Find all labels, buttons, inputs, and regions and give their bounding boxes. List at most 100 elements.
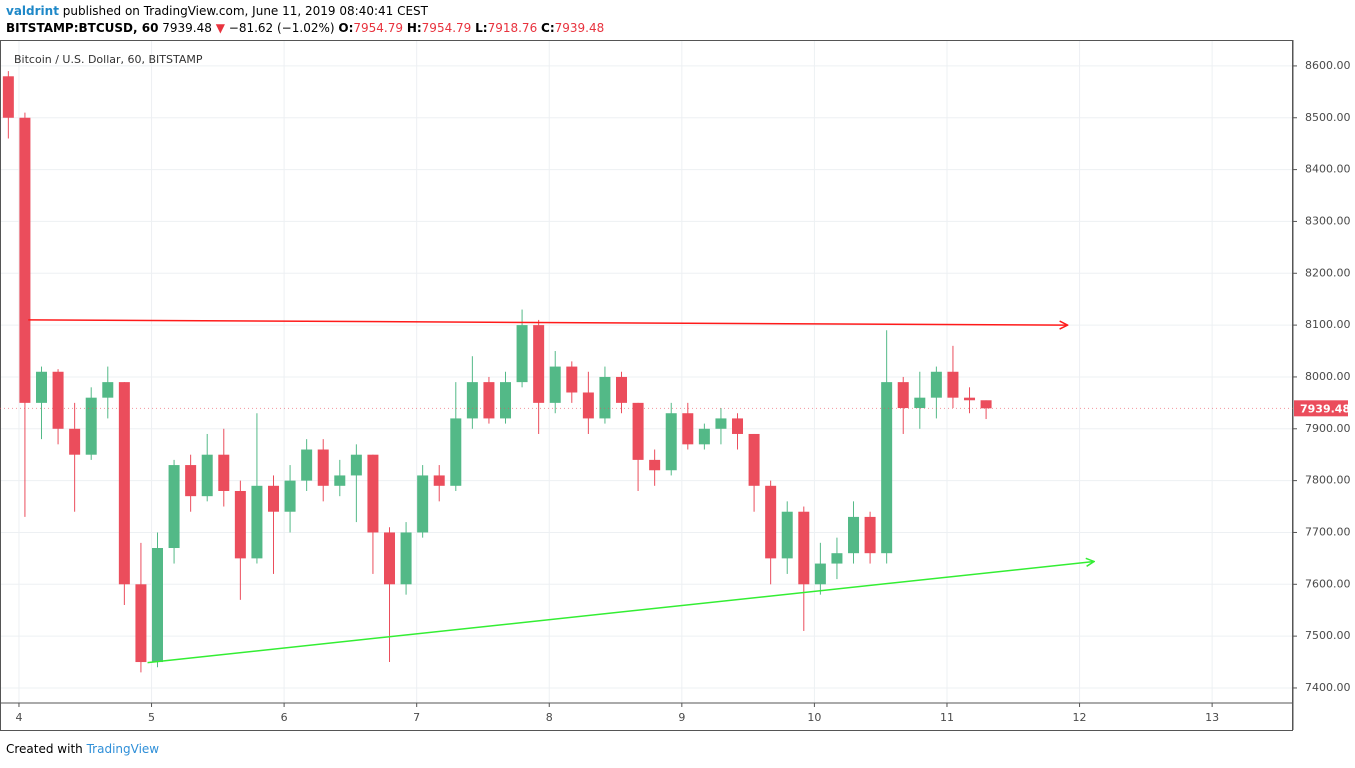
o-label: O: [338, 21, 354, 35]
l-label: L: [475, 21, 488, 35]
arrow: ▼ [215, 21, 225, 35]
candle-body [549, 366, 561, 403]
author[interactable]: valdrint [6, 4, 59, 18]
candle-body [599, 376, 611, 419]
candle-body [201, 454, 213, 497]
candle-body [930, 371, 942, 398]
candle-body [682, 413, 694, 445]
change: −81.62 (−1.02%) [228, 21, 335, 35]
y-tick-label: 7700.00 [1305, 525, 1351, 538]
c-label: C: [541, 21, 555, 35]
candle-body [85, 397, 97, 455]
y-tick-label: 7900.00 [1305, 422, 1351, 435]
candle-body [897, 382, 909, 409]
candle-body [367, 454, 379, 533]
chart: Bitcoin / U.S. Dollar, 60, BITSTAMP 7400… [0, 40, 1351, 731]
candle-body [616, 376, 628, 403]
o-value: 7954.79 [353, 21, 403, 35]
candle-body [748, 433, 760, 486]
candle-body [118, 382, 130, 585]
candle-body [168, 465, 180, 549]
candle-body [848, 516, 860, 554]
candle-body [798, 511, 810, 585]
candle-body [2, 76, 14, 118]
candle-body [301, 449, 313, 481]
y-tick-label: 8300.00 [1305, 214, 1351, 227]
y-tick-label: 7800.00 [1305, 474, 1351, 487]
h-label: H: [406, 21, 422, 35]
y-tick-label: 8500.00 [1305, 111, 1351, 124]
candle-body [251, 485, 263, 559]
candle-body [400, 532, 412, 585]
candle-body [19, 117, 31, 403]
x-tick-label: 8 [546, 711, 553, 724]
y-tick-label: 8100.00 [1305, 318, 1351, 331]
footer-text: Created with [6, 742, 83, 756]
x-tick-label: 13 [1205, 711, 1219, 724]
candle-body [698, 428, 710, 445]
last: 7939.48 [162, 21, 212, 35]
last-price-tag [1294, 400, 1348, 417]
candle-body [384, 532, 396, 585]
c-value: 7939.48 [554, 21, 605, 35]
candle-body [665, 413, 677, 471]
footer: Created with TradingView [6, 742, 159, 756]
candle-body [185, 465, 197, 497]
brand[interactable]: TradingView [86, 742, 160, 756]
y-tick-label: 8200.00 [1305, 266, 1351, 279]
y-tick-label: 7600.00 [1305, 577, 1351, 590]
candle-body [881, 382, 893, 554]
last-price-label: 7939.48 [1300, 402, 1350, 415]
legend: Bitcoin / U.S. Dollar, 60, BITSTAMP [14, 53, 203, 66]
candle-body [632, 402, 644, 460]
candle-body [69, 428, 81, 455]
candle-body [334, 475, 346, 486]
y-tick-label: 8600.00 [1305, 59, 1351, 72]
candle-body [450, 418, 462, 486]
candle-body [284, 480, 296, 512]
x-tick-label: 11 [940, 711, 954, 724]
candle-body [151, 548, 163, 663]
candle-body [649, 459, 661, 471]
y-tick-label: 7500.00 [1305, 629, 1351, 642]
candle-body [218, 454, 230, 491]
candle-body [964, 397, 976, 401]
candle-body [914, 397, 926, 409]
candle-body [268, 485, 280, 512]
trend-line [147, 561, 1095, 664]
candle-body [715, 418, 727, 429]
symbol: BITSTAMP:BTCUSD, 60 [6, 21, 159, 35]
candle-body [234, 490, 246, 559]
candle-body [135, 584, 147, 663]
x-tick-label: 10 [807, 711, 821, 724]
x-tick-label: 9 [678, 711, 685, 724]
published: published on TradingView.com, June 11, 2… [62, 4, 428, 18]
candle-body [350, 454, 362, 476]
candle-body [52, 371, 64, 429]
x-tick-label: 7 [413, 711, 420, 724]
candle-body [732, 418, 744, 434]
y-tick-label: 8000.00 [1305, 370, 1351, 383]
candle-body [566, 366, 578, 393]
candle-body [102, 382, 114, 398]
y-tick-label: 8400.00 [1305, 163, 1351, 176]
candle-body [980, 400, 992, 409]
candle-body [864, 516, 876, 554]
candle-body [516, 325, 528, 383]
frame [0, 40, 1293, 731]
y-tick-label: 7400.00 [1305, 681, 1351, 694]
candle-body [483, 382, 495, 419]
candle-body [533, 325, 545, 403]
candle-body [35, 371, 47, 403]
publish-line: valdrint published on TradingView.com, J… [6, 4, 428, 18]
candle-body [947, 371, 959, 398]
candle-body [433, 475, 445, 486]
x-tick-label: 12 [1073, 711, 1087, 724]
grid [0, 40, 1293, 703]
candle-body [831, 553, 843, 564]
candle-body [781, 511, 793, 559]
l-value: 7918.76 [487, 21, 538, 35]
candle-body [417, 475, 429, 533]
h-value: 7954.79 [421, 21, 472, 35]
